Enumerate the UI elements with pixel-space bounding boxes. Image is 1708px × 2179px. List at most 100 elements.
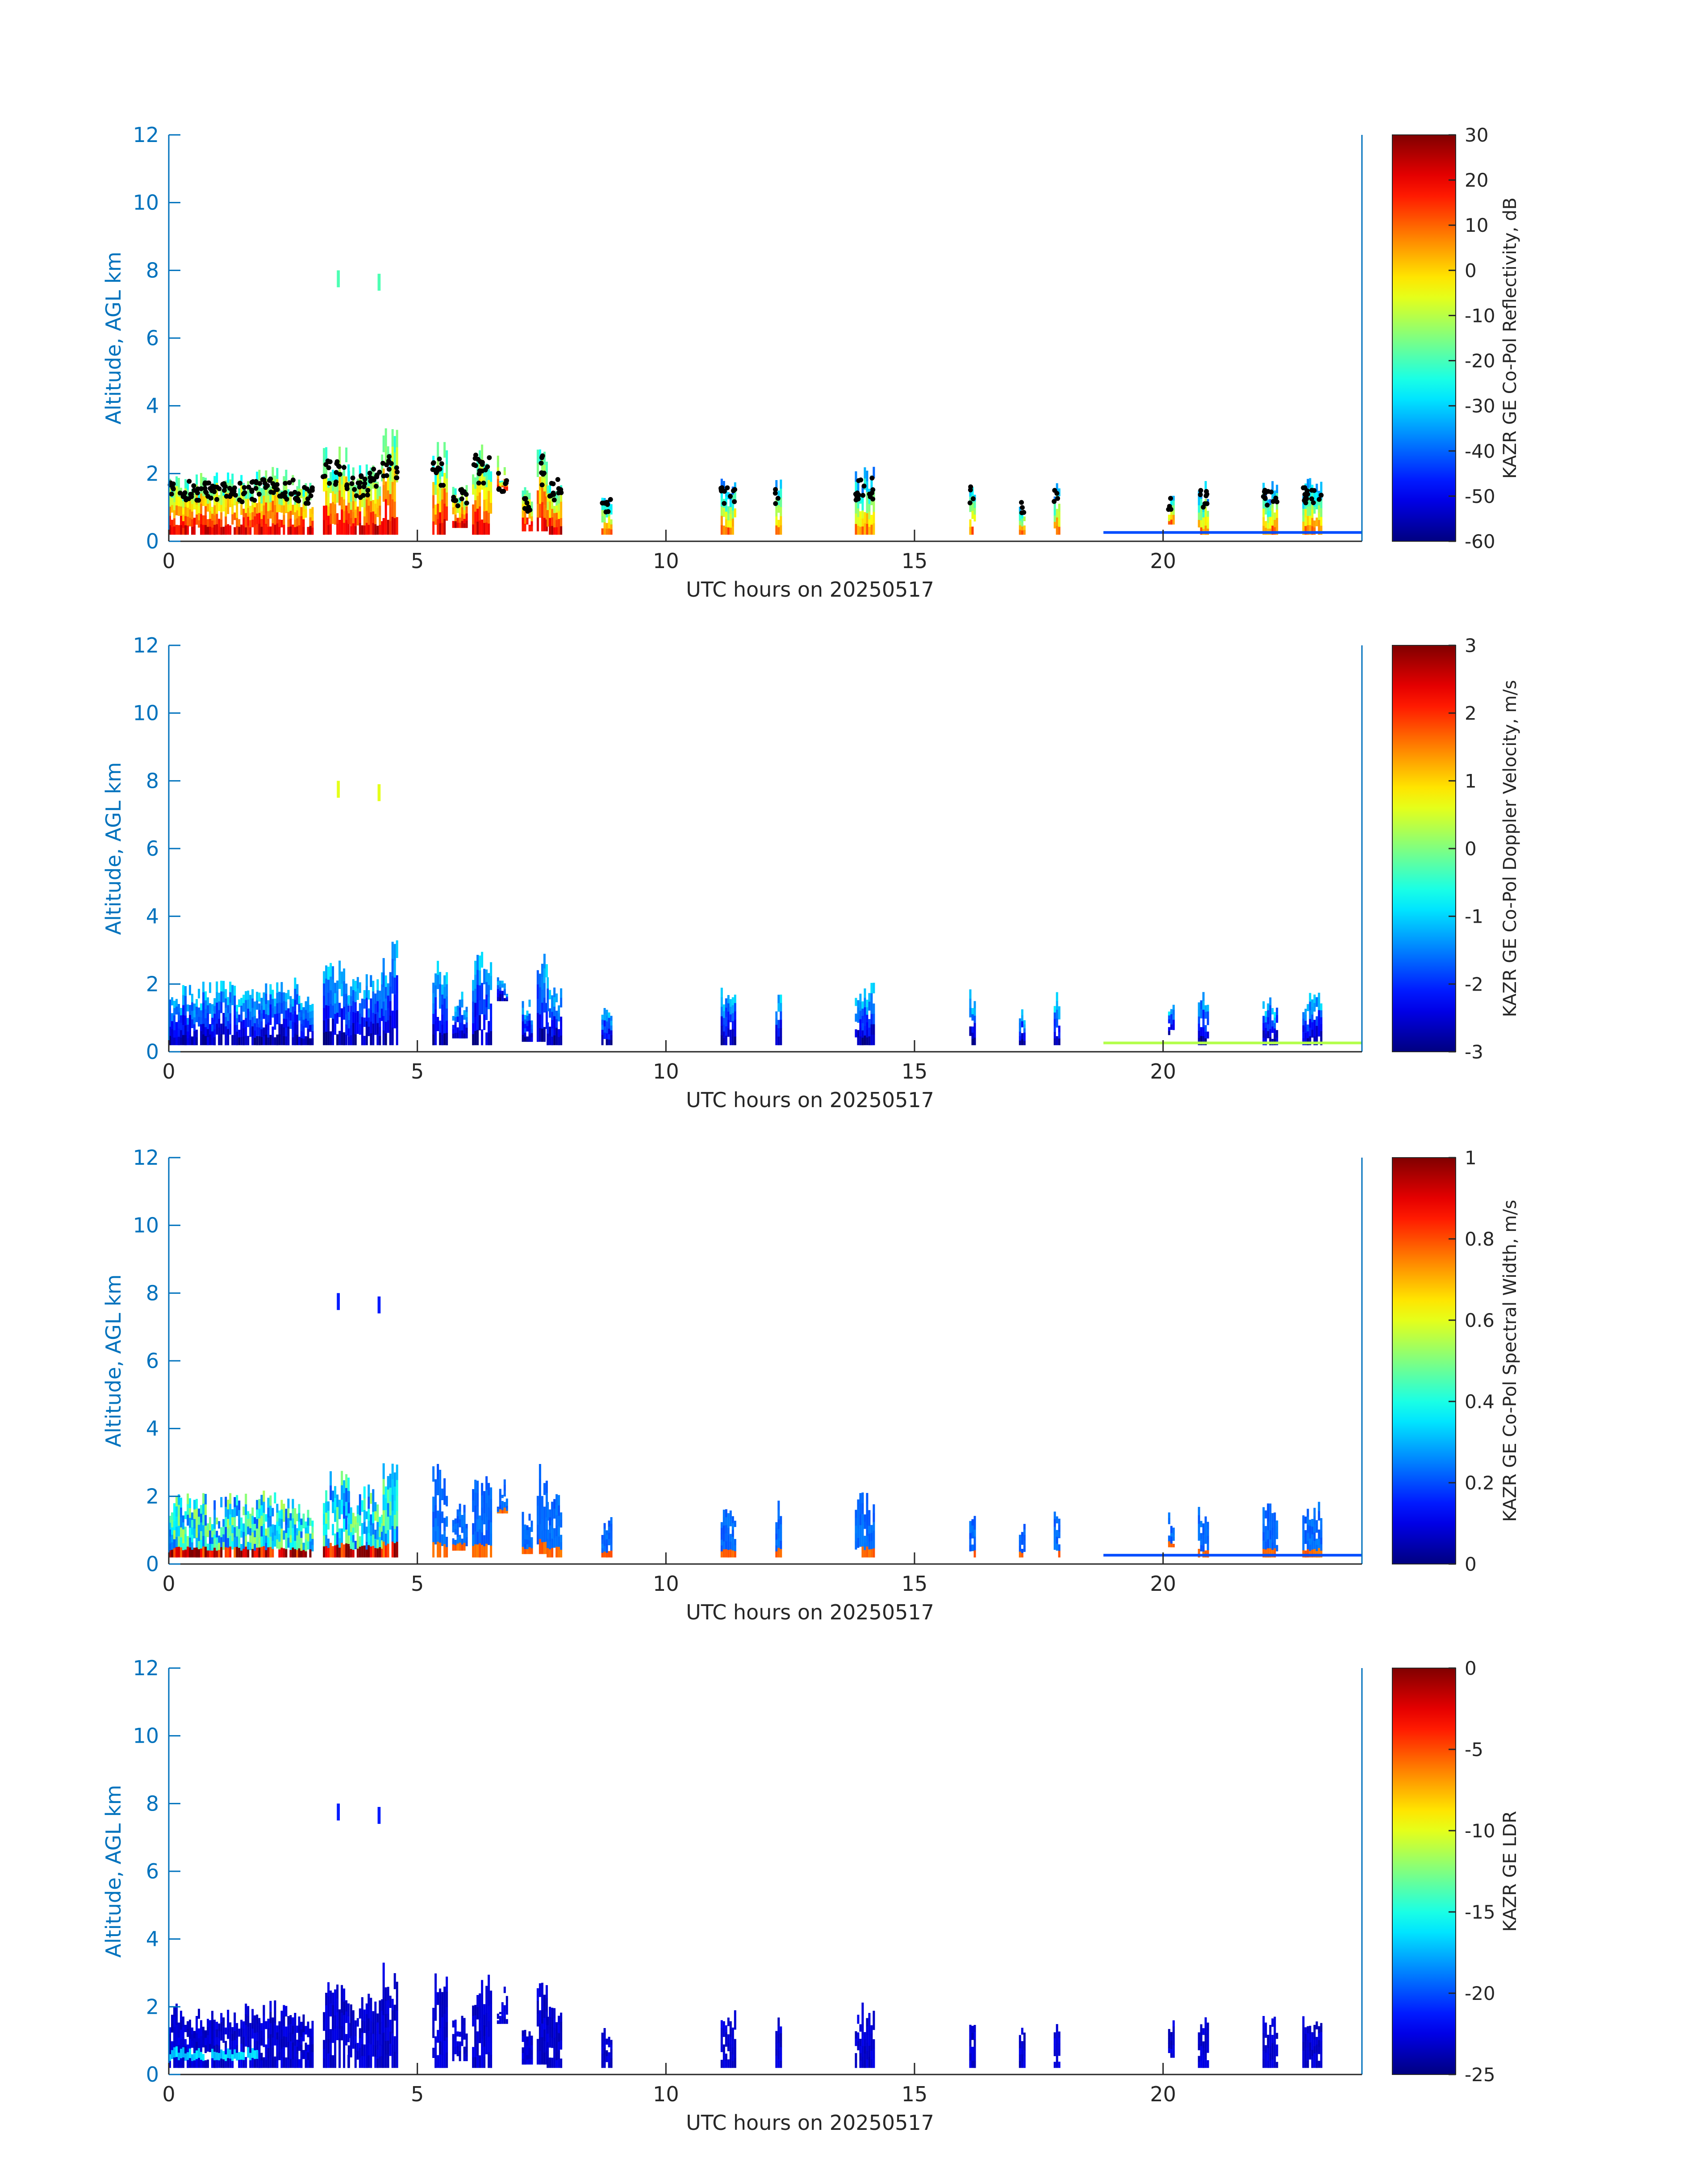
heatmap-cell xyxy=(175,1006,178,1015)
heatmap-cell xyxy=(1271,517,1274,526)
heatmap-cell xyxy=(173,2016,175,2027)
heatmap-cell xyxy=(323,1503,326,1514)
heatmap-cell xyxy=(547,510,549,519)
heatmap-cell xyxy=(191,1542,193,1550)
heatmap-cell xyxy=(1269,2025,1272,2033)
heatmap-cell xyxy=(734,1539,736,1545)
heatmap-cell xyxy=(238,488,241,497)
heatmap-cell xyxy=(476,522,479,535)
heatmap-cell xyxy=(1019,525,1021,530)
heatmap-cell xyxy=(269,510,272,519)
heatmap-cell xyxy=(336,2026,339,2041)
heatmap-cell xyxy=(1265,1510,1267,1518)
heatmap-cell xyxy=(384,2027,387,2041)
heatmap-cell xyxy=(488,2052,490,2068)
heatmap-cell xyxy=(443,2027,446,2041)
heatmap-cell xyxy=(330,990,332,1004)
heatmap-cell xyxy=(213,2044,216,2052)
heatmap-cell xyxy=(391,1464,394,1480)
heatmap-cell xyxy=(1269,1521,1272,1531)
heatmap-cell xyxy=(727,520,730,528)
heatmap-cell xyxy=(220,2031,223,2041)
cloud-base-point xyxy=(477,468,482,473)
heatmap-cell xyxy=(213,1006,216,1014)
heatmap-cell xyxy=(524,523,526,531)
heatmap-cell xyxy=(729,1510,732,1519)
heatmap-cell xyxy=(459,518,461,523)
heatmap-cell xyxy=(274,1525,276,1536)
heatmap-cell xyxy=(171,2050,173,2059)
heatmap-cell xyxy=(1267,1548,1270,1558)
heatmap-cell xyxy=(1207,2060,1209,2068)
heatmap-cell xyxy=(189,1498,191,1509)
heatmap-cell xyxy=(1019,506,1021,512)
heatmap-cell xyxy=(481,1995,484,2010)
heatmap-cell xyxy=(285,1525,288,1534)
heatmap-cell xyxy=(178,2030,180,2038)
heatmap-cell xyxy=(211,1025,213,1032)
heatmap-cell xyxy=(345,983,348,994)
heatmap-cell xyxy=(236,2030,238,2038)
heatmap-cell xyxy=(236,2053,238,2061)
cloud-base-point xyxy=(196,498,201,503)
heatmap-cell xyxy=(300,1038,303,1046)
heatmap-cell xyxy=(479,970,481,986)
heatmap-cell xyxy=(437,457,439,473)
heatmap-cell xyxy=(227,524,230,535)
heatmap-cell xyxy=(873,512,875,524)
heatmap-cell xyxy=(522,1512,524,1519)
heatmap-cell xyxy=(196,1029,198,1038)
heatmap-cell xyxy=(207,527,209,535)
heatmap-cell xyxy=(193,1528,196,1539)
heatmap-cell xyxy=(198,492,200,499)
x-tick-label: 0 xyxy=(162,1059,175,1083)
heatmap-cell xyxy=(731,2047,734,2055)
heatmap-cell xyxy=(499,1497,501,1501)
heatmap-cell xyxy=(363,507,366,517)
heatmap-cell xyxy=(387,1543,389,1558)
heatmap-cell xyxy=(973,2053,976,2061)
heatmap-cell xyxy=(603,516,606,523)
heatmap-cell xyxy=(384,987,387,999)
heatmap-cell xyxy=(347,2003,350,2017)
heatmap-cell xyxy=(1170,2041,1173,2045)
heatmap-cell xyxy=(505,1508,508,1511)
heatmap-cell xyxy=(1023,2050,1026,2056)
heatmap-cell xyxy=(334,1014,337,1025)
heatmap-cell xyxy=(560,518,563,527)
heatmap-cell xyxy=(267,503,270,511)
heatmap-cell xyxy=(1276,501,1278,510)
heatmap-cell xyxy=(601,510,604,517)
heatmap-cell xyxy=(384,2000,387,2015)
heatmap-cell xyxy=(354,518,357,527)
heatmap-cell xyxy=(439,512,442,524)
heatmap-cell xyxy=(526,1016,529,1021)
heatmap-cell xyxy=(276,1531,279,1540)
cloud-base-point xyxy=(365,488,371,493)
heatmap-cell xyxy=(384,517,387,535)
heatmap-cell xyxy=(610,504,613,510)
heatmap-cell xyxy=(196,1538,198,1548)
heatmap-cell xyxy=(169,1550,171,1558)
heatmap-cell xyxy=(374,1014,377,1025)
heatmap-cell xyxy=(1262,1030,1265,1038)
heatmap-cell xyxy=(372,1023,375,1035)
x-tick-label: 15 xyxy=(902,1572,928,1596)
heatmap-cell xyxy=(196,2016,198,2025)
heatmap-cell xyxy=(236,2023,238,2031)
heatmap-cell xyxy=(459,1503,461,1512)
heatmap-cell xyxy=(472,1500,475,1512)
heatmap-cell xyxy=(354,1023,357,1035)
heatmap-cell xyxy=(1168,1512,1170,1518)
heatmap-cell xyxy=(283,525,285,535)
heatmap-cell xyxy=(434,1973,437,1990)
cloud-base-point xyxy=(189,494,194,499)
heatmap-cell xyxy=(1311,2050,1314,2056)
cloud-base-points xyxy=(167,452,1324,515)
heatmap-cell xyxy=(864,1035,866,1046)
heatmap-cell xyxy=(376,1522,379,1531)
heatmap-cell xyxy=(251,505,254,513)
heatmap-cell xyxy=(198,1525,200,1533)
heatmap-cell xyxy=(196,1037,198,1046)
